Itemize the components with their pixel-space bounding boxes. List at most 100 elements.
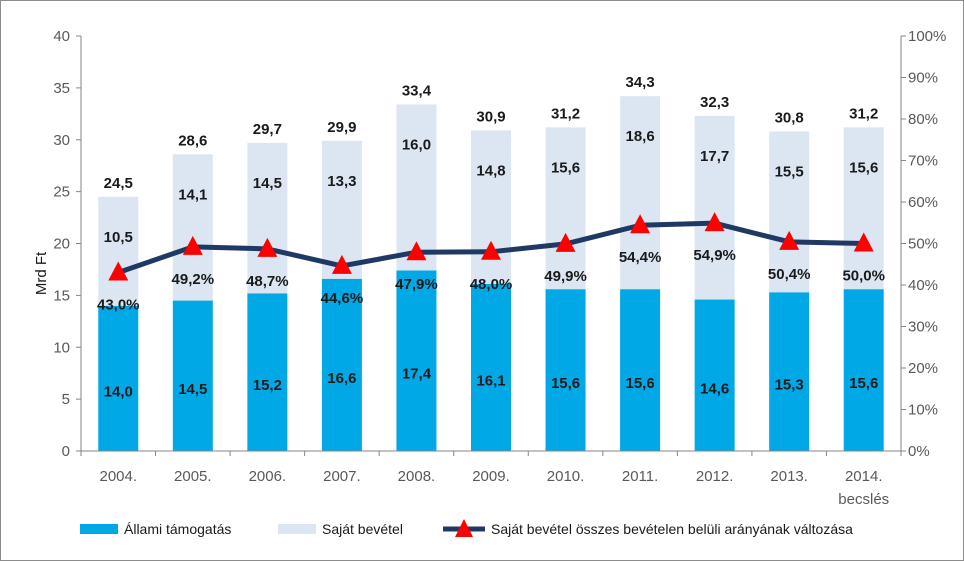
y-tick-label: 20: [53, 236, 70, 253]
bar-allami-2: [247, 293, 288, 451]
y2-tick-label: 60%: [908, 194, 938, 211]
bar-allami-7: [620, 289, 661, 451]
y2-tick-label: 10%: [908, 402, 938, 419]
y-tick-label: 30: [53, 132, 70, 149]
bar-sajat-1: [172, 154, 213, 301]
x-tick-label: 2005.: [174, 468, 212, 485]
data-label-allami: 16,1: [476, 372, 505, 389]
data-label-sajat: 15,6: [849, 159, 878, 176]
y2-tick-label: 0%: [908, 443, 930, 460]
y2-tick-label: 20%: [908, 360, 938, 377]
data-label-allami: 15,2: [253, 377, 282, 394]
legend-label-ratio: Saját bevétel összes bevételen belüli ar…: [491, 521, 853, 537]
y-tick-label: 15: [53, 287, 70, 304]
data-label-total: 29,9: [327, 119, 356, 136]
data-label-allami: 16,6: [327, 370, 356, 387]
ratio-label: 47,9%: [395, 276, 438, 293]
data-label-sajat: 16,0: [402, 136, 431, 153]
ratio-marker: [779, 230, 800, 250]
ratio-label: 49,9%: [544, 268, 587, 285]
legend-swatch-allami: [80, 524, 118, 534]
bar-allami-6: [545, 289, 586, 451]
bar-sajat-10: [843, 127, 884, 290]
data-label-total: 29,7: [253, 121, 282, 138]
data-label-allami: 15,6: [849, 375, 878, 392]
ratio-label: 50,4%: [768, 266, 811, 283]
ratio-label: 50,0%: [842, 268, 885, 285]
data-label-sajat: 13,3: [327, 173, 356, 190]
legend-swatch-sajat: [278, 524, 316, 534]
data-label-sajat: 18,6: [625, 128, 654, 145]
y-tick-label: 35: [53, 80, 70, 97]
bar-allami-1: [172, 300, 213, 451]
x-tick-label: 2014.: [845, 468, 883, 485]
bar-sajat-8: [694, 115, 735, 300]
data-label-total: 31,2: [849, 105, 878, 122]
x-tick-label: 2010.: [547, 468, 585, 485]
y2-tick-label: 80%: [908, 111, 938, 128]
data-label-allami: 14,0: [104, 383, 133, 400]
legend-label-allami: Állami támogatás: [124, 521, 231, 537]
data-label-allami: 14,6: [700, 380, 729, 397]
bar-sajat-5: [471, 130, 511, 284]
x-tick-label: 2012.: [696, 468, 734, 485]
bar-allami-5: [471, 283, 511, 451]
x-tick-label: 2006.: [249, 468, 287, 485]
data-label-total: 28,6: [178, 132, 207, 149]
ratio-marker: [704, 212, 725, 232]
y2-tick-label: 40%: [908, 277, 938, 294]
data-label-sajat: 14,8: [476, 162, 505, 179]
y2-tick-label: 30%: [908, 319, 938, 336]
ratio-marker: [630, 214, 651, 234]
data-label-total: 32,3: [700, 94, 729, 111]
ratio-label: 48,7%: [246, 273, 289, 290]
data-label-total: 24,5: [104, 175, 133, 192]
legend-marker-ratio: [455, 519, 473, 537]
y-tick-label: 10: [53, 339, 70, 356]
data-label-total: 30,8: [775, 109, 804, 126]
y2-tick-label: 90%: [908, 70, 938, 87]
bar-allami-10: [843, 289, 884, 451]
data-label-total: 33,4: [402, 82, 432, 99]
ratio-marker: [331, 254, 352, 274]
bar-allami-9: [769, 292, 810, 451]
data-label-total: 30,9: [476, 108, 505, 125]
bar-sajat-0: [98, 196, 139, 306]
y-tick-label: 40: [53, 28, 70, 45]
ratio-marker: [108, 261, 129, 281]
ratio-marker: [257, 237, 278, 257]
legend-label-sajat: Saját bevétel: [322, 521, 403, 537]
data-label-total: 34,3: [625, 74, 654, 91]
y2-tick-label: 100%: [908, 28, 946, 45]
x-tick-label: 2013.: [770, 468, 808, 485]
x-tick-label: 2007.: [323, 468, 361, 485]
x-tick-label: 2011.: [622, 468, 658, 485]
data-label-allami: 17,4: [402, 366, 432, 383]
bar-sajat-6: [545, 127, 586, 290]
x-tick-label: 2004.: [99, 468, 137, 485]
ratio-label: 49,2%: [172, 271, 215, 288]
data-label-allami: 15,6: [625, 375, 654, 392]
bar-allami-3: [321, 278, 362, 451]
ratio-label: 43,0%: [97, 297, 140, 314]
data-label-sajat: 17,7: [700, 148, 729, 165]
bar-sajat-9: [769, 131, 810, 293]
ratio-label: 54,4%: [619, 249, 662, 266]
x-tick-sublabel: becslés: [838, 491, 889, 508]
ratio-marker: [853, 232, 874, 252]
y2-tick-label: 50%: [908, 236, 938, 253]
x-tick-label: 2008.: [398, 468, 436, 485]
ratio-label: 54,9%: [693, 247, 736, 264]
data-label-sajat: 14,5: [253, 175, 282, 192]
bar-allami-4: [396, 270, 437, 451]
x-tick-label: 2009.: [472, 468, 510, 485]
data-label-sajat: 10,5: [104, 229, 133, 246]
data-label-sajat: 14,1: [178, 186, 207, 203]
data-label-total: 31,2: [551, 105, 580, 122]
data-label-allami: 14,5: [178, 381, 207, 398]
ratio-label: 48,0%: [470, 276, 513, 293]
bar-allami-0: [98, 305, 139, 451]
data-label-allami: 15,3: [775, 377, 804, 394]
ratio-marker: [406, 241, 427, 261]
